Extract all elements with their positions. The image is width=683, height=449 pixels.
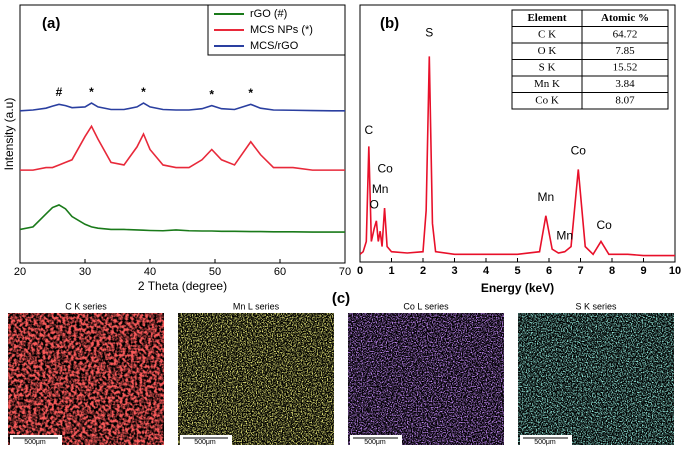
annotation: # <box>56 85 63 99</box>
x-tick-label: 70 <box>339 266 351 278</box>
x-tick-label: 30 <box>79 266 91 278</box>
annotation: Mn <box>556 228 573 242</box>
table-cell: 8.07 <box>615 94 635 106</box>
legend-label: rGO (#) <box>250 8 287 20</box>
annotation: Co <box>571 144 587 158</box>
x-tick-label: 3 <box>451 265 457 277</box>
map-title: C K series <box>65 301 107 311</box>
scale-bar-box <box>10 435 62 445</box>
legend-label: MCS NPs (*) <box>250 24 313 36</box>
map-title: Co L series <box>403 301 449 311</box>
scale-bar-label: 500μm <box>364 439 386 446</box>
panel-label: (c) <box>332 290 350 307</box>
annotation: Co <box>596 218 612 232</box>
table-cell: 15.52 <box>613 61 638 73</box>
table-cell: O K <box>538 45 557 57</box>
panel-label: (b) <box>380 15 399 32</box>
x-tick-label: 9 <box>640 265 646 277</box>
x-tick-label: 10 <box>669 265 681 277</box>
map-title: Mn L series <box>233 301 280 311</box>
scale-bar-label: 500μm <box>24 439 46 446</box>
x-tick-label: 8 <box>609 265 615 277</box>
legend-label: MCS/rGO <box>250 40 299 52</box>
annotation: * <box>248 86 253 100</box>
x-tick-label: 5 <box>514 265 520 277</box>
series-line <box>360 56 675 257</box>
table-header: Atomic % <box>601 12 649 24</box>
map-image <box>348 313 504 445</box>
map-image <box>518 313 674 445</box>
x-axis-label: Energy (keV) <box>481 281 554 295</box>
annotation: Mn <box>372 182 389 196</box>
x-tick-label: 0 <box>357 265 363 277</box>
scale-bar-label: 500μm <box>194 439 216 446</box>
x-axis-label: 2 Theta (degree) <box>138 279 227 293</box>
table-cell: 64.72 <box>613 28 638 40</box>
x-tick-label: 2 <box>420 265 426 277</box>
series-line <box>20 124 345 171</box>
x-tick-label: 1 <box>388 265 394 277</box>
table-cell: C K <box>538 28 556 40</box>
table-cell: Co K <box>535 94 559 106</box>
annotation: Co <box>378 162 394 176</box>
x-tick-label: 40 <box>144 266 156 278</box>
table-cell: 3.84 <box>615 78 635 90</box>
x-tick-label: 50 <box>209 266 221 278</box>
series-line <box>20 102 345 112</box>
table-header: Element <box>527 12 566 24</box>
table-cell: Mn K <box>534 78 560 90</box>
x-tick-label: 60 <box>274 266 286 278</box>
annotation: * <box>89 85 94 99</box>
scale-bar-box <box>350 435 402 445</box>
panel-label: (a) <box>42 15 60 32</box>
y-axis-label: Intensity (a.u) <box>2 98 16 171</box>
map-image <box>8 313 164 445</box>
table-cell: 7.85 <box>615 45 635 57</box>
annotation: * <box>209 87 214 101</box>
annotation: * <box>141 85 146 99</box>
scale-bar-box <box>180 435 232 445</box>
annotation: S <box>425 25 433 39</box>
map-image <box>178 313 334 445</box>
x-tick-label: 6 <box>546 265 552 277</box>
x-tick-label: 4 <box>483 265 490 277</box>
x-tick-label: 20 <box>14 266 26 278</box>
map-title: S K series <box>575 301 617 311</box>
plot-frame <box>19 4 346 264</box>
scale-bar-box <box>520 435 572 445</box>
series-line <box>20 204 345 233</box>
annotation: Mn <box>538 190 555 204</box>
annotation: C <box>364 123 373 137</box>
table-cell: S K <box>539 61 556 73</box>
scale-bar-label: 500μm <box>534 439 556 446</box>
x-tick-label: 7 <box>577 265 583 277</box>
annotation: O <box>370 198 379 212</box>
